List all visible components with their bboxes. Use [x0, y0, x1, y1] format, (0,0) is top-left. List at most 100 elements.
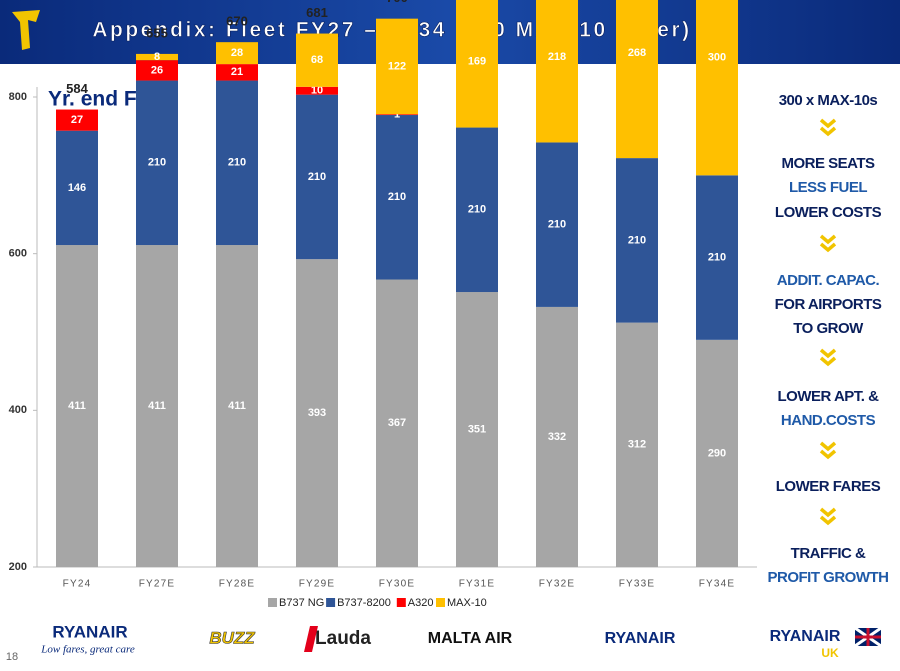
data-label: 210 [468, 204, 486, 216]
logo: MALTA AIR [428, 630, 513, 647]
data-label: 312 [628, 439, 646, 451]
data-label: 122 [388, 60, 406, 72]
data-label: 411 [228, 400, 246, 412]
bar-segment [56, 245, 98, 568]
x-tick-label: FY29E [299, 579, 336, 590]
data-label: 10 [311, 85, 323, 97]
total-label: 670 [226, 14, 248, 29]
bar-segment [136, 245, 178, 568]
bar-segment [216, 42, 258, 65]
data-label: 169 [468, 55, 486, 67]
side-item: LOWER FARES [776, 478, 881, 495]
data-label: 26 [151, 64, 163, 76]
total-label: 584 [66, 81, 88, 96]
data-label: 210 [148, 157, 166, 169]
bar-segment [696, 175, 738, 340]
bar-segment [296, 259, 338, 567]
logo: RYANAIR [52, 622, 127, 641]
bar-segment [216, 64, 258, 81]
bar-segment [376, 115, 418, 280]
x-tick-label: FY30E [379, 579, 416, 590]
bar-segment [296, 33, 338, 87]
logo: Lauda [315, 628, 371, 649]
y-tick-label: 600 [9, 248, 27, 260]
logo-tagline: Low fares, great care [40, 644, 135, 656]
side-item: HAND.COSTS [781, 412, 876, 429]
legend-label: A320 [408, 597, 434, 609]
logo: UK [821, 646, 839, 660]
bar-segment [456, 127, 498, 293]
bar-segment [136, 53, 178, 61]
data-label: 367 [388, 417, 406, 429]
legend-label: B737-8200 [337, 597, 391, 609]
x-tick-label: FY24 [63, 579, 92, 590]
bar-segment [616, 158, 658, 323]
legend-swatch [326, 598, 336, 607]
harp-logo [12, 10, 40, 50]
data-label: 21 [231, 66, 243, 78]
data-label: 1 [394, 109, 400, 121]
side-item: LOWER COSTS [775, 204, 882, 221]
bar-segment [136, 80, 178, 246]
bar-segment [536, 142, 578, 307]
page-number: 18 [6, 651, 18, 663]
x-tick-label: FY31E [459, 579, 496, 590]
flag-cross [855, 628, 881, 646]
bar-segment [696, 339, 738, 567]
bar-segment [456, 292, 498, 567]
side-item: FOR AIRPORTS [775, 296, 882, 313]
side-item: ADDIT. CAPAC. [777, 272, 880, 289]
x-tick-label: FY27E [139, 579, 176, 590]
legend-label: MAX-10 [447, 597, 487, 609]
data-label: 210 [308, 171, 326, 183]
side-item: 300 x MAX-10s [779, 92, 878, 109]
data-label: 351 [468, 423, 486, 435]
data-label: 68 [311, 54, 323, 66]
data-label: 210 [548, 219, 566, 231]
bar-segment [456, 0, 498, 128]
bar-segment [376, 279, 418, 567]
bar-segment [536, 0, 578, 143]
side-panel: 300 x MAX-10s MORE SEATS LESS FUEL LOWER… [768, 92, 890, 586]
bar-segment [616, 0, 658, 159]
bar-segment [216, 245, 258, 568]
data-label: 290 [708, 447, 726, 459]
x-tick-label: FY28E [219, 579, 256, 590]
bar-segment [376, 114, 418, 116]
data-label: 146 [68, 182, 86, 194]
data-label: 210 [228, 157, 246, 169]
total-label: 655 [146, 25, 168, 40]
x-tick-label: FY32E [539, 579, 576, 590]
logo: RYANAIR [770, 628, 841, 645]
legend-swatch [396, 598, 406, 607]
bar-segment [56, 109, 98, 131]
side-item: LESS FUEL [789, 179, 867, 196]
legend-swatch [436, 598, 445, 607]
data-label: 332 [548, 431, 566, 443]
side-item: MORE SEATS [781, 155, 875, 172]
footer: RYANAIR Low fares, great care BUZZ Lauda… [6, 622, 882, 663]
chevrons [819, 118, 837, 526]
bar-segment [536, 306, 578, 567]
logo: BUZZ [209, 628, 255, 647]
total-label: 681 [306, 5, 328, 20]
data-label: 210 [628, 234, 646, 246]
data-label: 411 [68, 400, 86, 412]
legend-label: B737 NG [279, 597, 324, 609]
bar-segment [216, 80, 258, 246]
bar-segment [296, 86, 338, 95]
y-tick-label: 200 [9, 561, 27, 573]
y-tick-label: 400 [9, 404, 27, 416]
data-label: 393 [308, 407, 326, 419]
side-item: LOWER APT. & [778, 388, 880, 405]
bar-segment [56, 130, 98, 246]
data-label: 27 [71, 114, 83, 126]
lauda-mark [304, 626, 318, 652]
side-item: TO GROW [793, 320, 864, 337]
x-tick-label: FY34E [699, 579, 736, 590]
data-label: 28 [231, 47, 243, 59]
total-label: 700 [386, 0, 408, 5]
data-label: 210 [708, 251, 726, 263]
side-item: TRAFFIC & [791, 545, 866, 562]
